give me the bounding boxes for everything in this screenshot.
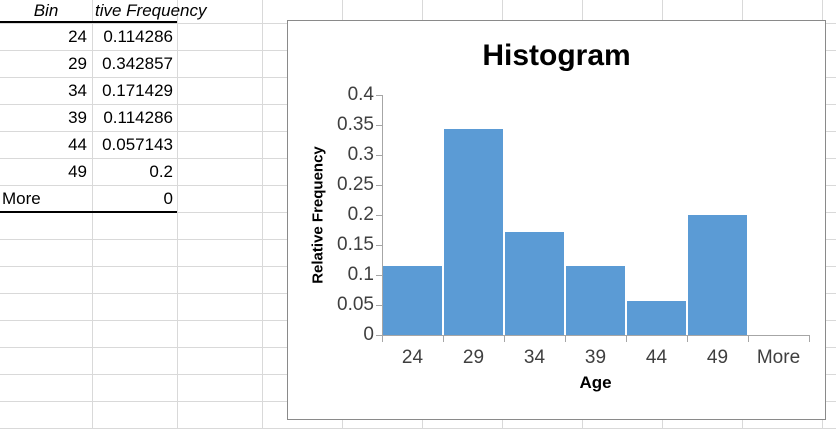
y-axis-tick: [376, 125, 382, 126]
y-tick-label: 0.15: [337, 234, 374, 255]
column-header-frequency[interactable]: tive Frequency: [95, 1, 207, 20]
cell-frequency-39[interactable]: 0.114286: [103, 108, 173, 127]
cell-bin-44[interactable]: 44: [68, 135, 87, 154]
y-tick-label: 0.35: [337, 114, 374, 135]
table-row: 34 0.171429: [0, 77, 177, 104]
x-tick-label: 34: [523, 347, 546, 368]
cell-bin-More[interactable]: More: [2, 189, 41, 208]
cell-frequency-44[interactable]: 0.057143: [102, 135, 173, 154]
cell-bin-49[interactable]: 49: [68, 162, 87, 181]
gridline: [177, 0, 178, 429]
table-row: More 0: [0, 185, 177, 212]
x-tick-label: 39: [584, 347, 607, 368]
y-axis-tick: [376, 305, 382, 306]
y-axis-line: [382, 95, 383, 335]
x-axis-tick: [809, 335, 810, 342]
y-tick-label: 0: [363, 324, 374, 345]
x-axis-tick: [565, 335, 566, 342]
cell-bin-34[interactable]: 34: [68, 81, 87, 100]
y-tick-label: 0.3: [347, 144, 374, 165]
x-axis-title: Age: [579, 373, 612, 392]
table-row: 24 0.114286: [0, 23, 177, 50]
table-row: 49 0.2: [0, 158, 177, 185]
x-axis-tick: [748, 335, 749, 342]
cell-bin-39[interactable]: 39: [68, 108, 87, 127]
y-tick-label: 0.1: [347, 264, 374, 285]
x-tick-label: 44: [645, 347, 668, 368]
cell-bin-29[interactable]: 29: [68, 54, 87, 73]
cell-frequency-29[interactable]: 0.342857: [102, 54, 173, 73]
table-row: 29 0.342857: [0, 50, 177, 77]
bar-34[interactable]: [505, 232, 564, 335]
y-tick-label: 0.4: [347, 84, 374, 105]
histogram-chart[interactable]: Histogram Relative Frequency Age 0 0.05 0.…: [287, 20, 826, 420]
y-tick-label: 0.25: [337, 174, 374, 195]
bar-49[interactable]: [688, 215, 747, 335]
gridline: [92, 0, 93, 429]
x-tick-label: 24: [401, 347, 424, 368]
bar-44[interactable]: [627, 301, 686, 335]
x-axis-tick: [687, 335, 688, 342]
cell-frequency-24[interactable]: 0.114286: [103, 27, 173, 46]
cell-frequency-34[interactable]: 0.171429: [102, 81, 173, 100]
cell-bin-24[interactable]: 24: [68, 27, 87, 46]
chart-title: Histogram: [482, 39, 631, 72]
y-axis-tick: [376, 155, 382, 156]
table-header-rule: [0, 21, 177, 23]
table-row: 39 0.114286: [0, 104, 177, 131]
y-axis-tick: [376, 215, 382, 216]
x-axis-tick: [382, 335, 383, 342]
cell-frequency-More[interactable]: 0: [163, 189, 173, 208]
x-tick-label: 49: [706, 347, 729, 368]
y-axis-tick: [376, 185, 382, 186]
gridline: [262, 0, 263, 429]
y-axis-tick: [376, 275, 382, 276]
x-axis-tick: [504, 335, 505, 342]
y-axis-tick: [376, 245, 382, 246]
cell-frequency-49[interactable]: 0.2: [149, 162, 173, 181]
table-row: 44 0.057143: [0, 131, 177, 158]
y-axis-tick: [376, 95, 382, 96]
bar-39[interactable]: [566, 266, 625, 335]
bar-24[interactable]: [383, 266, 442, 335]
bar-29[interactable]: [444, 129, 503, 335]
x-tick-label: More: [756, 347, 801, 368]
x-axis-tick: [626, 335, 627, 342]
y-tick-label: 0.05: [337, 294, 374, 315]
y-tick-label: 0.2: [347, 204, 374, 225]
x-axis-line: [382, 335, 810, 336]
x-tick-label: 29: [462, 347, 485, 368]
y-axis-tick: [376, 335, 382, 336]
table-footer-rule: [0, 211, 177, 213]
column-header-bin[interactable]: Bin: [33, 1, 59, 20]
x-axis-tick: [443, 335, 444, 342]
